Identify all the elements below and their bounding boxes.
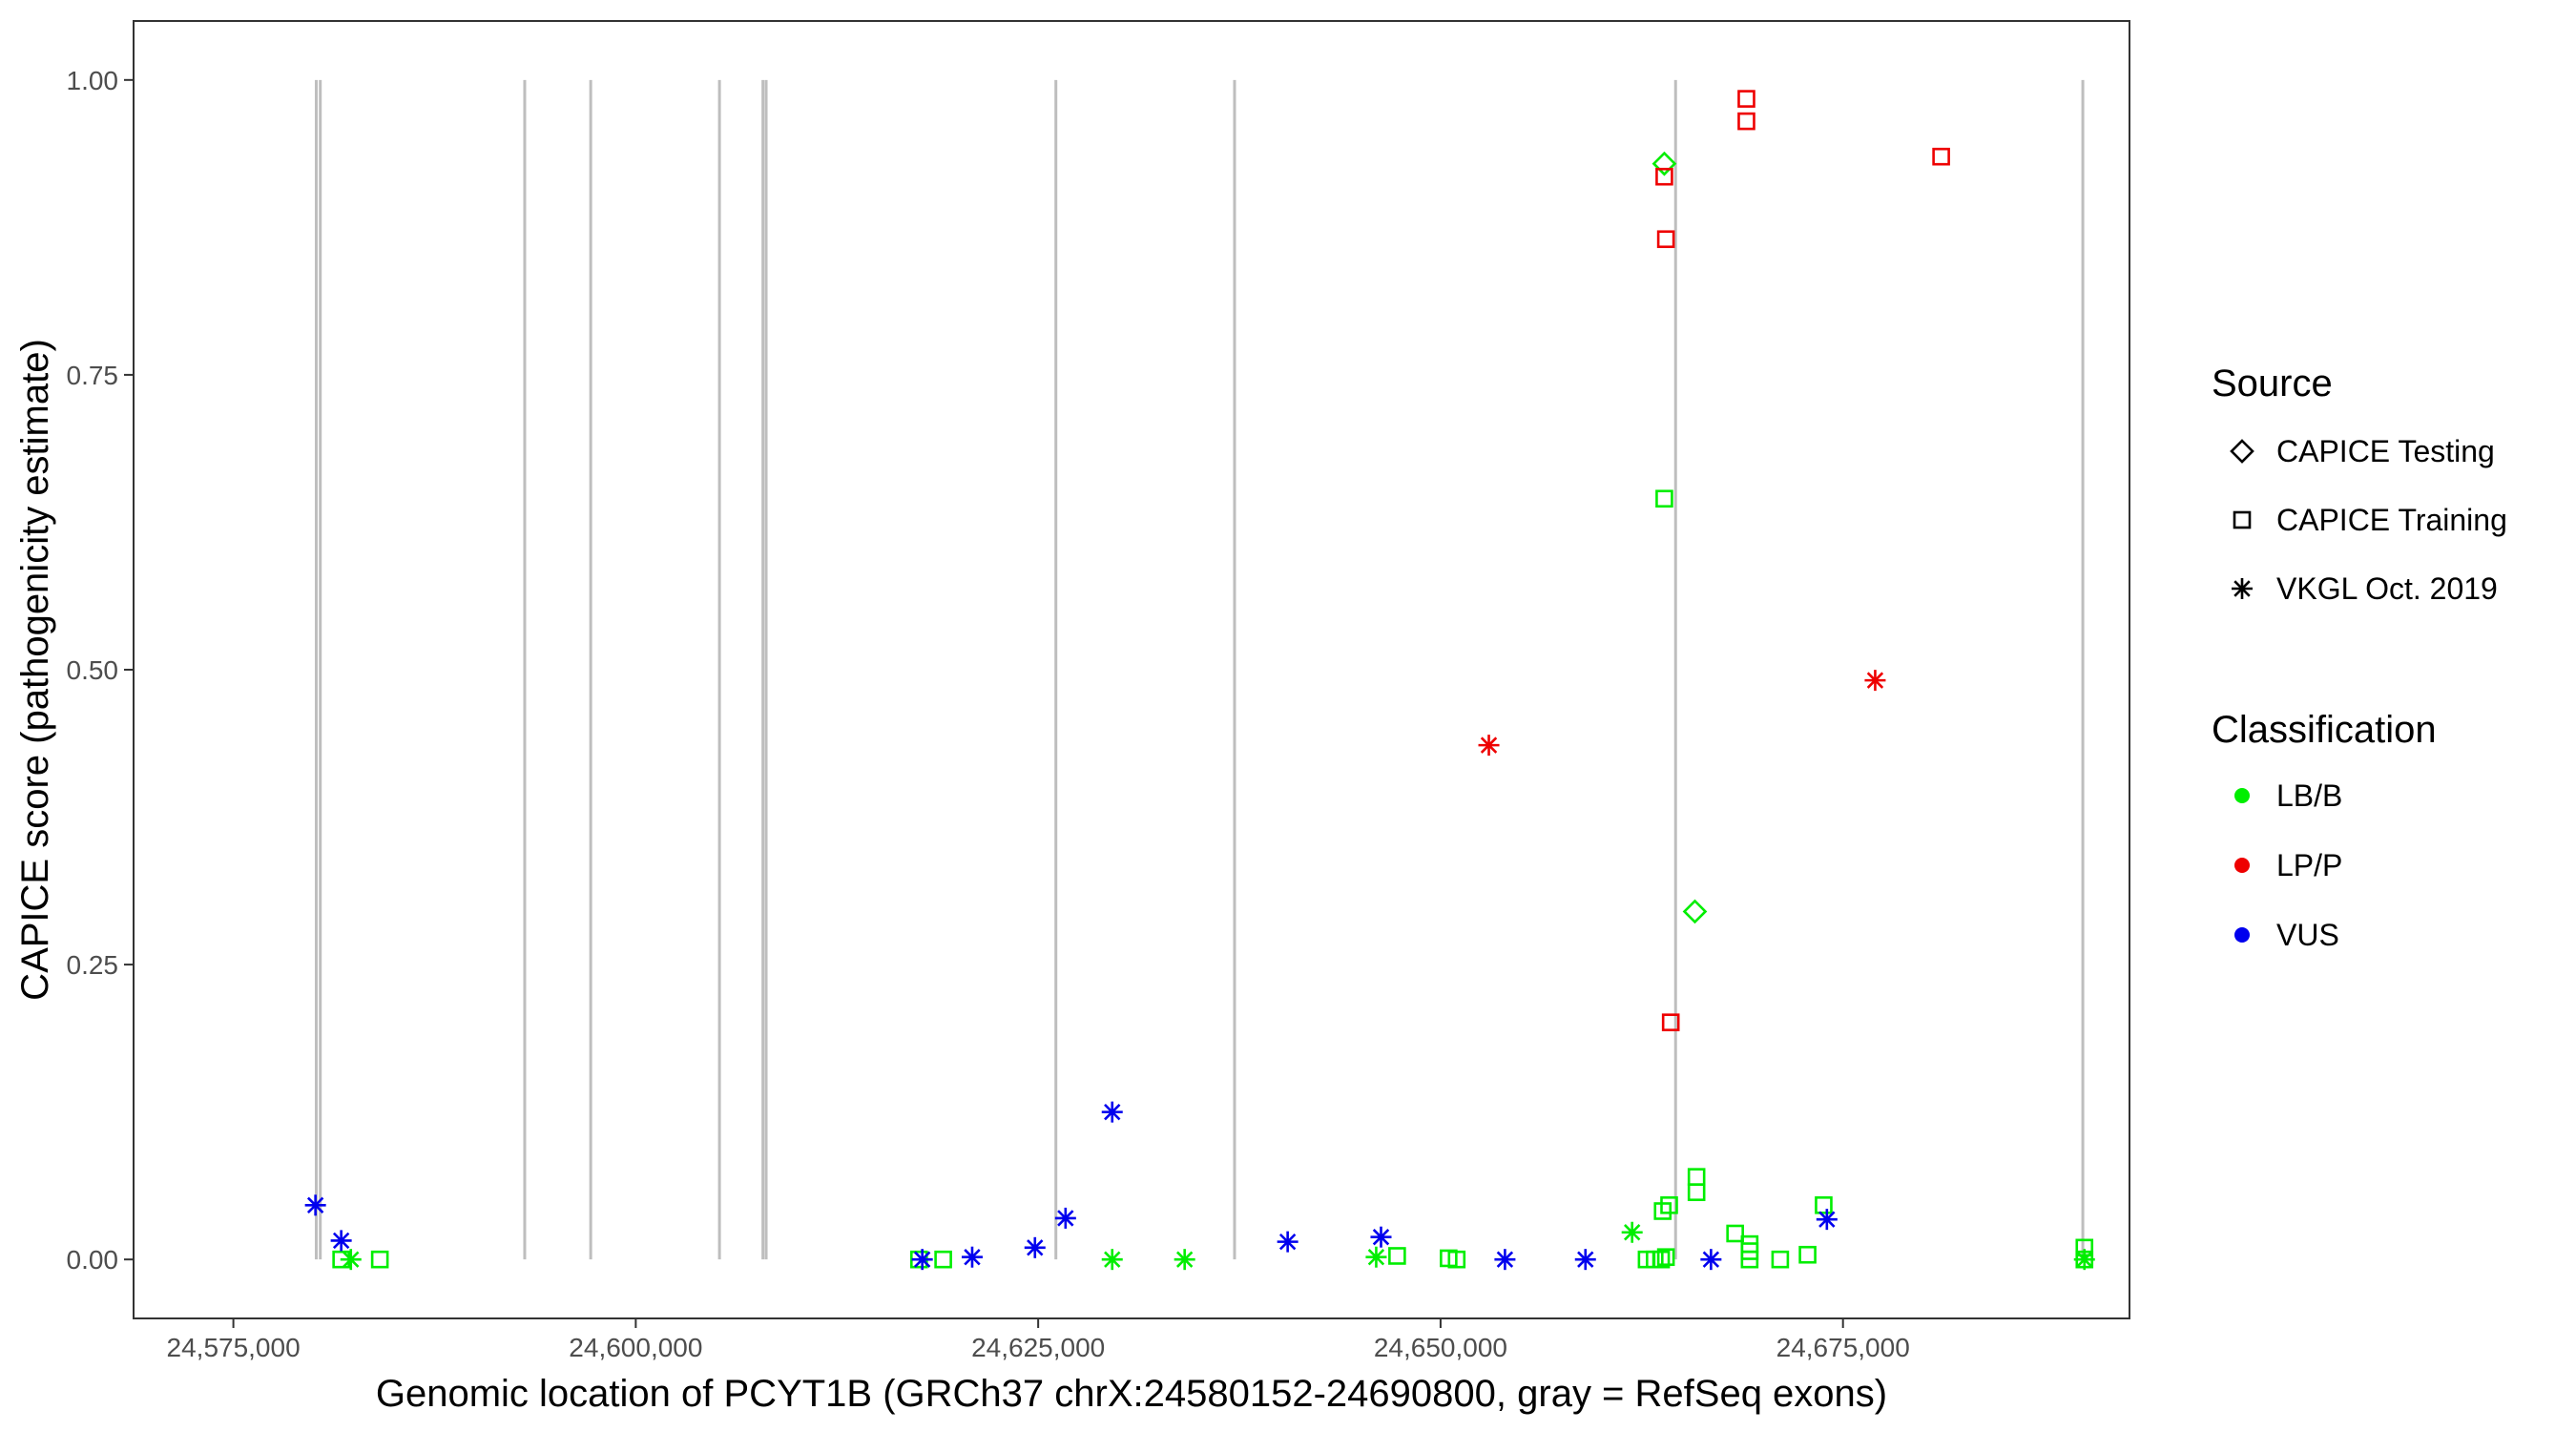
data-point-square [1771,1250,1790,1269]
x-tick-label: 24,575,000 [167,1333,301,1362]
data-point-square [1652,1250,1671,1269]
data-point-square [934,1250,952,1269]
data-point-asterisk [1024,1236,1046,1258]
legend-classification-title: Classification [2212,709,2437,751]
legend-key-dot [2234,858,2250,873]
data-point-asterisk [2073,1249,2095,1271]
legend-source-label: VKGL Oct. 2019 [2276,571,2498,606]
legend-key-square [2233,510,2252,529]
x-tick-label: 24,625,000 [971,1333,1105,1362]
data-point-asterisk [1700,1249,1722,1271]
x-axis: 24,575,000 24,600,000 24,625,000 24,650,000… [167,1318,1910,1362]
y-tick-label: 0.50 [67,655,119,685]
legend-class-label: VUS [2276,918,2339,952]
legend-class-item: LP/P [2234,848,2342,882]
legend: Source Classification CAPICE TestingCAPI… [2212,363,2507,952]
data-point-asterisk [1101,1101,1123,1123]
legend-source-label: CAPICE Training [2276,503,2507,537]
legend-classification-items: LB/B LP/P VUS [2234,778,2342,952]
data-point-square [1737,90,1755,108]
exon-lines [314,79,2085,1260]
legend-key-asterisk [2232,578,2253,599]
plot-panel-background [134,21,2129,1318]
y-tick-label: 1.00 [67,66,119,95]
data-point-asterisk [1494,1249,1516,1271]
data-point-square [370,1250,389,1269]
data-point-square [1737,112,1755,131]
data-point-asterisk [1054,1207,1076,1229]
legend-source-label: CAPICE Testing [2276,434,2495,468]
data-point-asterisk [961,1246,983,1268]
legend-key-dot [2234,927,2250,943]
data-point-asterisk [1277,1231,1298,1253]
data-point-asterisk [1370,1226,1392,1248]
data-point-asterisk [1101,1249,1123,1271]
legend-class-item: LB/B [2234,778,2342,813]
data-point-square [1687,1183,1706,1202]
data-point-asterisk [1816,1209,1838,1231]
data-point-asterisk [340,1249,362,1271]
data-point-square [1656,230,1675,249]
x-tick-label: 24,675,000 [1776,1333,1910,1362]
legend-key-dot [2234,788,2250,803]
data-point-square [1661,1013,1680,1031]
data-point-asterisk [1174,1249,1195,1271]
legend-key-diamond [2230,439,2254,464]
data-points [304,90,2095,1271]
y-tick-label: 0.25 [67,950,119,980]
data-point-square [1740,1250,1759,1269]
data-point-square [1653,1202,1672,1220]
x-axis-title: Genomic location of PCYT1B (GRCh37 chrX:… [376,1373,1887,1415]
x-tick-label: 24,650,000 [1374,1333,1507,1362]
data-point-asterisk [1574,1249,1596,1271]
legend-source-item: CAPICE Testing [2230,434,2495,468]
data-point-square [1798,1245,1817,1264]
data-point-square [1447,1250,1466,1269]
data-point-asterisk [911,1249,933,1271]
data-point-diamond [1652,151,1677,176]
y-tick-label: 0.75 [67,361,119,390]
data-point-square [1815,1196,1833,1214]
legend-class-label: LP/P [2276,848,2342,882]
data-point-asterisk [330,1230,352,1252]
legend-source-item: VKGL Oct. 2019 [2232,571,2498,606]
data-point-asterisk [1621,1221,1643,1243]
data-point-square [1656,1248,1675,1267]
data-point-square [1726,1224,1744,1243]
data-point-square [1388,1247,1406,1265]
x-tick-label: 24,600,000 [569,1333,702,1362]
data-point-asterisk [304,1194,326,1216]
data-point-square [1655,489,1673,508]
y-tick-label: 0.00 [67,1245,119,1275]
data-point-asterisk [1478,735,1500,757]
y-axis: 0.00 0.25 0.50 0.75 1.00 [67,66,134,1275]
y-axis-title: CAPICE score (pathogenicity estimate) [14,339,56,1001]
legend-source-title: Source [2212,363,2333,404]
data-point-square [1932,147,1950,166]
data-point-asterisk [1365,1246,1387,1268]
legend-class-item: VUS [2234,918,2339,952]
legend-source-items: CAPICE Testing CAPICE Training VKGL Oct. 2… [2230,434,2507,606]
data-point-square [1655,167,1673,186]
data-point-diamond [1682,899,1708,924]
legend-class-label: LB/B [2276,778,2342,813]
legend-source-item: CAPICE Training [2233,503,2507,537]
data-point-asterisk [1864,670,1886,692]
